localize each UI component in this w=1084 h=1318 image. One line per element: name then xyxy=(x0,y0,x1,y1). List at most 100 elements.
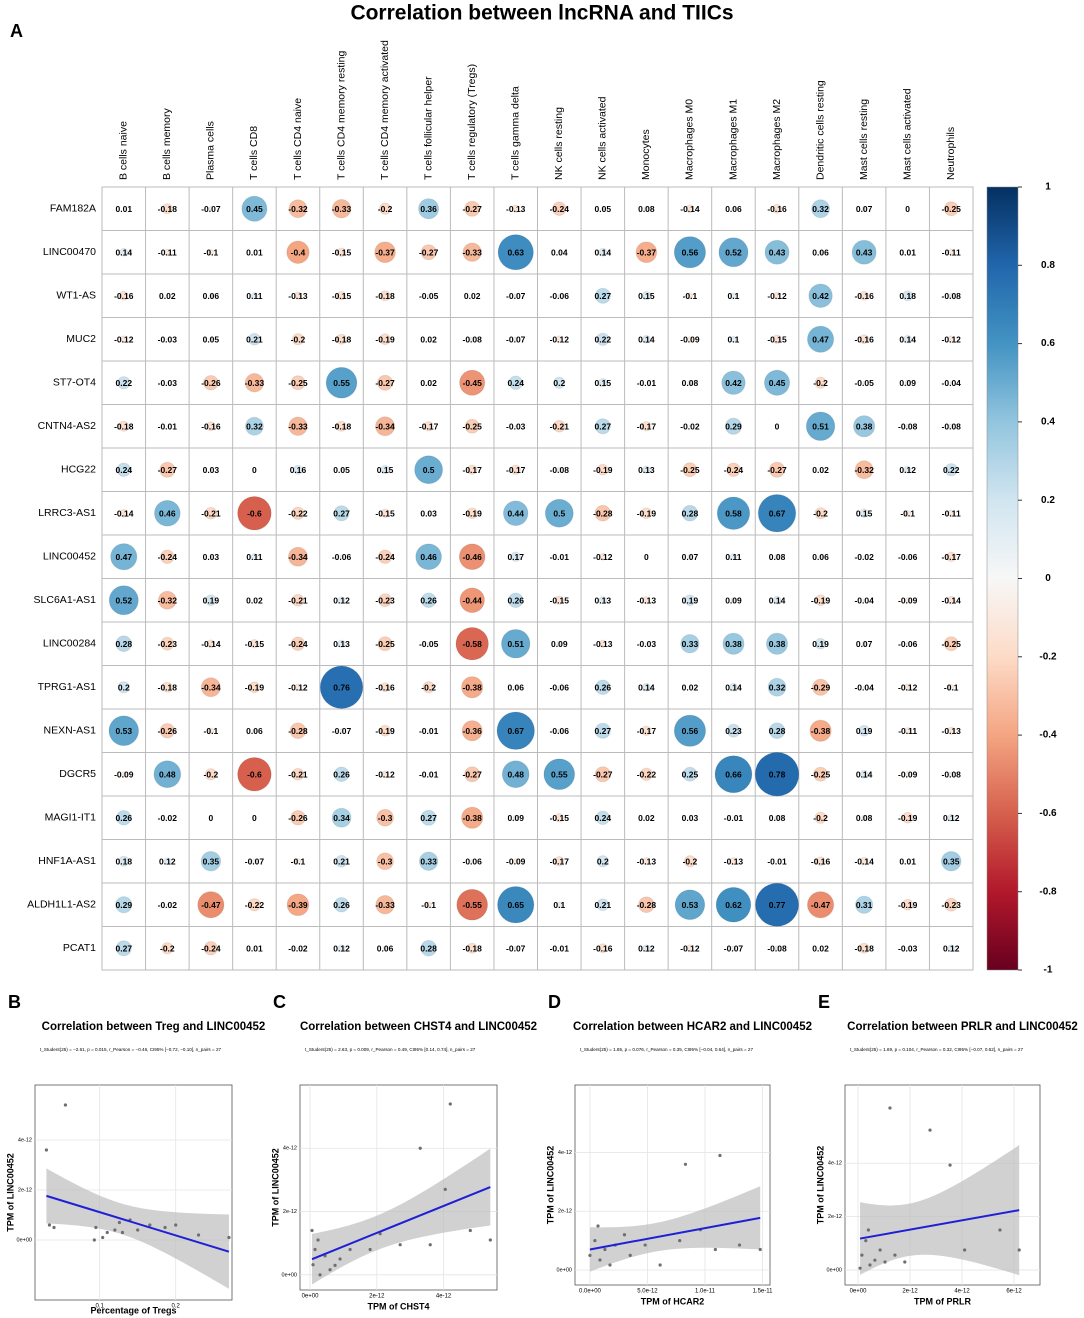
column-label: T cells CD4 naive xyxy=(292,98,304,180)
correlation-value: -0.06 xyxy=(550,726,570,736)
panel-subtitle: t_Student(25) = −2.61, p = 0.015, r_Pear… xyxy=(40,1047,222,1052)
correlation-circle xyxy=(290,636,306,651)
correlation-circle xyxy=(427,511,430,515)
correlation-circle xyxy=(291,593,305,607)
correlation-circle xyxy=(684,594,696,607)
correlation-value: 0.38 xyxy=(856,422,873,432)
correlation-value: -0.25 xyxy=(288,378,308,388)
point xyxy=(113,1228,117,1232)
correlation-circle xyxy=(381,770,389,779)
correlation-circle xyxy=(862,685,866,689)
confidence-band xyxy=(312,1148,491,1285)
correlation-value: 0.65 xyxy=(507,900,524,910)
correlation-circle xyxy=(161,942,174,955)
correlation-circle xyxy=(507,592,524,609)
correlation-value: -0.21 xyxy=(288,770,308,780)
correlation-circle xyxy=(768,461,786,478)
correlation-value: 0.03 xyxy=(203,465,220,475)
correlation-circle xyxy=(336,247,347,257)
correlation-circle xyxy=(688,816,692,820)
correlation-value: 0.22 xyxy=(595,335,612,345)
point xyxy=(313,1247,317,1252)
correlation-value: 0.15 xyxy=(595,378,612,388)
column-label: Mast cells resting xyxy=(858,99,870,180)
correlation-value: 0.05 xyxy=(595,204,612,214)
correlation-value: 0.12 xyxy=(159,857,176,867)
correlation-circle xyxy=(250,292,259,300)
correlation-circle xyxy=(642,857,651,866)
correlation-circle xyxy=(461,720,483,742)
correlation-circle xyxy=(160,636,175,651)
correlation-value: 0 xyxy=(209,813,214,823)
correlation-value: -0.19 xyxy=(375,335,395,345)
point xyxy=(120,1230,125,1235)
correlation-circle xyxy=(292,464,303,475)
correlation-value: 0.01 xyxy=(899,248,916,258)
correlation-value: -0.01 xyxy=(724,813,744,823)
point xyxy=(598,1258,602,1262)
correlation-value: 0.01 xyxy=(246,944,263,954)
correlation-circle xyxy=(685,204,695,214)
correlation-value: -0.25 xyxy=(811,770,831,780)
correlation-value: 0.32 xyxy=(769,683,786,693)
correlation-value: 0.32 xyxy=(812,204,829,214)
correlation-circle xyxy=(163,248,171,256)
correlation-circle xyxy=(598,552,607,561)
correlation-value: -0.07 xyxy=(245,857,265,867)
correlation-circle xyxy=(337,639,346,648)
point xyxy=(873,1258,877,1262)
correlation-value: 0.38 xyxy=(769,639,786,649)
correlation-circle xyxy=(333,505,350,522)
correlation-value: -0.06 xyxy=(898,639,918,649)
correlation-value: -0.13 xyxy=(506,204,526,214)
column-label: B cells naive xyxy=(118,121,130,180)
correlation-circle xyxy=(339,728,344,734)
point xyxy=(864,1239,868,1243)
correlation-value: -0.58 xyxy=(462,639,482,649)
correlation-circle xyxy=(641,291,652,301)
correlation-circle xyxy=(686,944,694,953)
row-label: TPRG1-AS1 xyxy=(38,681,97,693)
point xyxy=(148,1223,152,1227)
correlation-circle xyxy=(947,335,956,344)
correlation-value: 0.09 xyxy=(725,596,742,606)
point xyxy=(678,1239,682,1243)
correlation-circle xyxy=(557,293,562,298)
correlation-value: -0.27 xyxy=(419,248,439,258)
point xyxy=(63,1103,68,1107)
correlation-value: 0.19 xyxy=(203,596,220,606)
correlation-value: 0.13 xyxy=(638,465,655,475)
correlation-value: -0.06 xyxy=(550,291,570,301)
correlation-circle xyxy=(765,632,789,655)
correlation-circle xyxy=(598,596,607,605)
correlation-circle xyxy=(208,206,214,212)
correlation-circle xyxy=(947,813,956,822)
correlation-value: 0.24 xyxy=(116,465,133,475)
correlation-circle xyxy=(818,250,823,255)
correlation-circle xyxy=(596,332,610,346)
correlation-circle xyxy=(378,202,392,215)
correlation-value: 0.19 xyxy=(682,596,699,606)
correlation-value: 0.09 xyxy=(551,639,568,649)
correlation-value: 0.18 xyxy=(899,291,916,301)
correlation-circle xyxy=(209,555,213,559)
correlation-circle xyxy=(906,251,909,254)
correlation-value: -0.1 xyxy=(900,509,915,519)
y-tick-label: 2e-12 xyxy=(283,1209,297,1215)
correlation-value: -0.06 xyxy=(550,683,570,693)
correlation-circle xyxy=(638,896,655,914)
correlation-value: -0.38 xyxy=(811,726,831,736)
correlation-circle xyxy=(427,381,430,384)
y-tick-label: 0e+00 xyxy=(282,1272,297,1278)
correlation-circle xyxy=(641,682,651,692)
correlation-circle xyxy=(722,632,745,655)
point xyxy=(448,1102,452,1106)
correlation-circle xyxy=(376,808,394,827)
correlation-circle xyxy=(554,855,565,867)
correlation-value: -0.11 xyxy=(158,248,177,258)
correlation-circle xyxy=(814,376,827,389)
correlation-value: 0.29 xyxy=(725,422,742,432)
correlation-circle xyxy=(642,596,651,605)
correlation-value: -0.6 xyxy=(247,509,262,519)
correlation-circle xyxy=(906,946,910,950)
